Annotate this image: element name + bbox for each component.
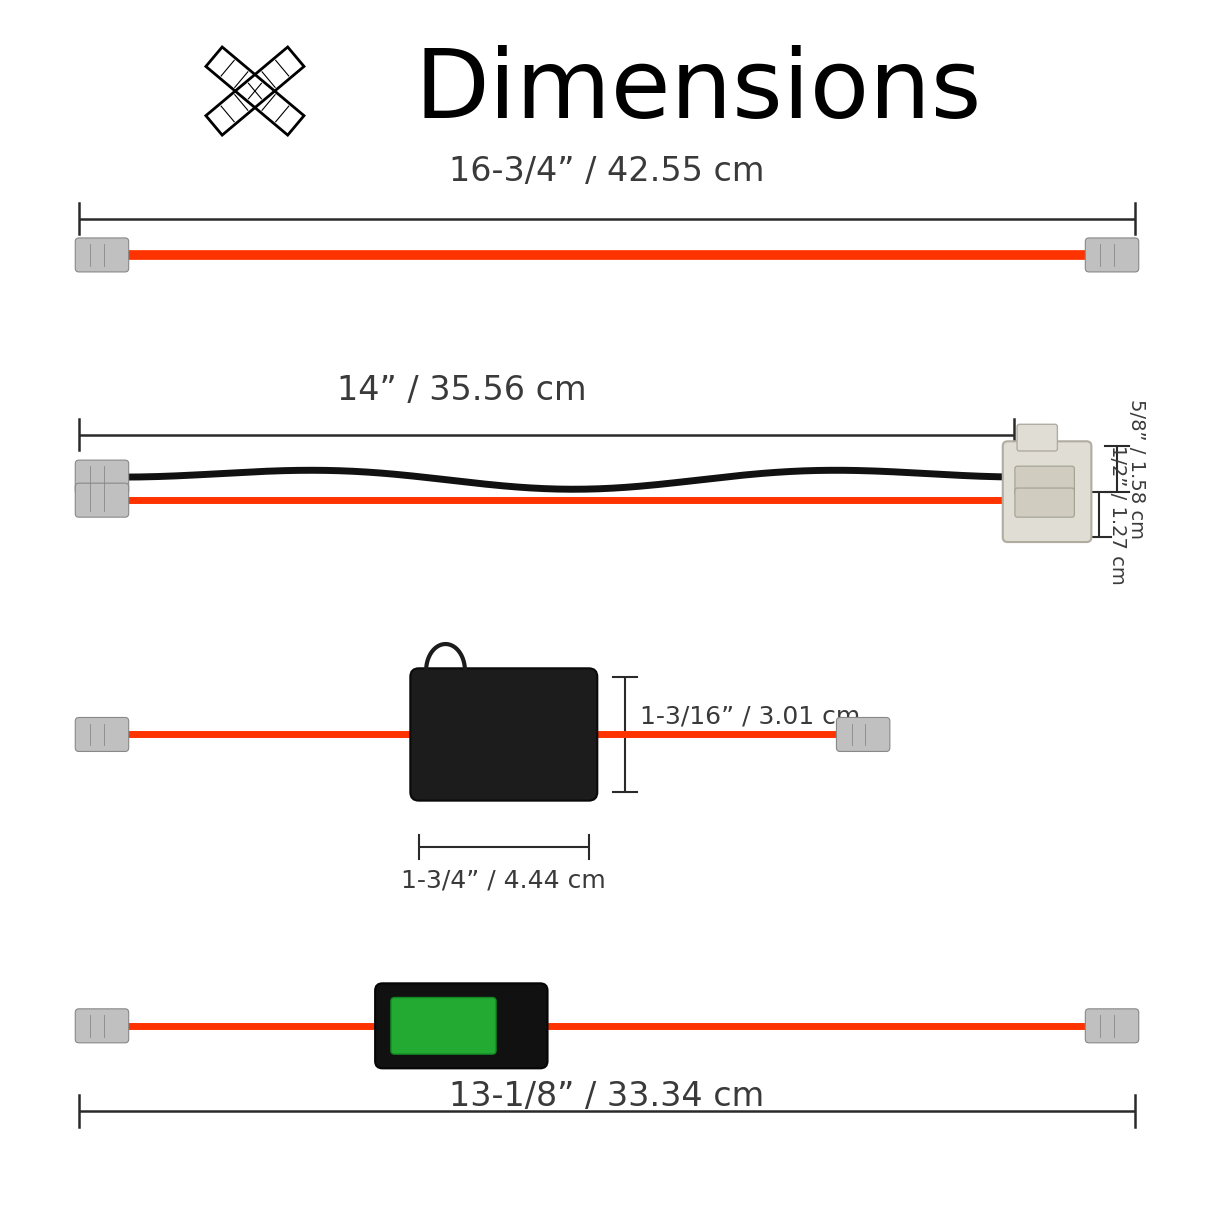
FancyBboxPatch shape xyxy=(391,998,497,1054)
FancyBboxPatch shape xyxy=(410,668,597,801)
Text: 13-1/8” / 33.34 cm: 13-1/8” / 33.34 cm xyxy=(449,1080,765,1113)
Text: 1-3/4” / 4.44 cm: 1-3/4” / 4.44 cm xyxy=(402,869,606,892)
Text: 1-3/16” / 3.01 cm: 1-3/16” / 3.01 cm xyxy=(640,704,860,728)
FancyBboxPatch shape xyxy=(75,717,129,751)
FancyBboxPatch shape xyxy=(75,238,129,272)
FancyBboxPatch shape xyxy=(1085,238,1139,272)
FancyBboxPatch shape xyxy=(1017,425,1057,452)
FancyBboxPatch shape xyxy=(75,1009,129,1043)
FancyBboxPatch shape xyxy=(75,483,129,517)
Text: Dimensions: Dimensions xyxy=(414,45,982,137)
FancyBboxPatch shape xyxy=(1015,466,1074,495)
Text: 16-3/4” / 42.55 cm: 16-3/4” / 42.55 cm xyxy=(449,155,765,188)
FancyBboxPatch shape xyxy=(1015,488,1074,517)
FancyBboxPatch shape xyxy=(375,983,548,1068)
Text: 1/2” / 1.27 cm: 1/2” / 1.27 cm xyxy=(1108,444,1128,584)
Text: 14” / 35.56 cm: 14” / 35.56 cm xyxy=(336,374,586,407)
FancyBboxPatch shape xyxy=(75,460,129,494)
FancyBboxPatch shape xyxy=(1085,1009,1139,1043)
FancyBboxPatch shape xyxy=(836,717,890,751)
Text: 5/8” / 1.58 cm: 5/8” / 1.58 cm xyxy=(1127,399,1146,539)
FancyBboxPatch shape xyxy=(1003,442,1091,541)
